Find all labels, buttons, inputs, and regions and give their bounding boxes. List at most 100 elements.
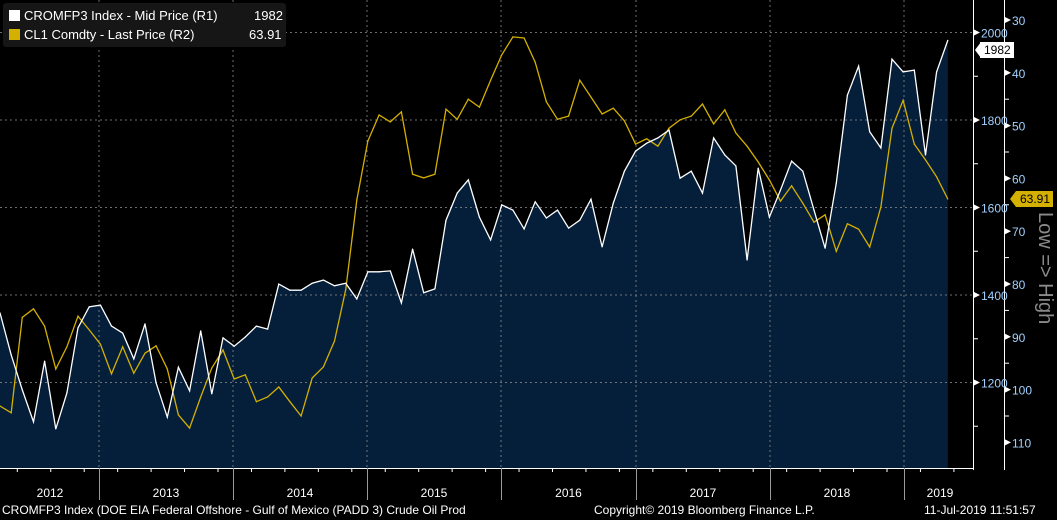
- data-point-cl1: [21, 316, 23, 318]
- tick-label-r2: 70: [1012, 225, 1026, 239]
- data-point-cromfp3: [813, 209, 815, 211]
- data-point-cl1: [356, 199, 358, 201]
- tick-label-r1: 1200: [981, 377, 1008, 391]
- tick-label-r2: 60: [1012, 172, 1026, 186]
- data-point-cl1: [467, 98, 469, 100]
- data-point-cl1: [824, 214, 826, 216]
- data-point-cromfp3: [110, 325, 113, 327]
- tick-marker-r1: [974, 204, 980, 211]
- data-point-cl1: [166, 368, 168, 370]
- data-point-cl1: [222, 349, 224, 351]
- data-point-cromfp3: [55, 428, 57, 430]
- data-point-cromfp3: [601, 246, 603, 248]
- data-point-cromfp3: [434, 288, 436, 290]
- data-point-cl1: [880, 206, 882, 208]
- data-point-cromfp3: [44, 360, 46, 362]
- data-point-cromfp3: [478, 216, 481, 218]
- data-point-cl1: [244, 374, 246, 376]
- legend: CROMFP3 Index - Mid Price (R1) 1982 CL1 …: [3, 3, 286, 47]
- data-point-cl1: [846, 223, 849, 225]
- data-point-cromfp3: [278, 283, 280, 285]
- data-point-cromfp3: [612, 202, 614, 204]
- data-point-cromfp3: [490, 239, 492, 241]
- data-point-cromfp3: [545, 217, 547, 219]
- data-point-cromfp3: [211, 393, 213, 395]
- data-point-cl1: [802, 202, 804, 204]
- data-point-cl1: [44, 325, 46, 327]
- data-point-cromfp3: [345, 282, 347, 284]
- tick-label-r2: 40: [1012, 67, 1026, 81]
- data-point-cromfp3: [724, 154, 726, 156]
- data-point-cromfp3: [133, 358, 135, 360]
- data-point-cl1: [623, 120, 626, 122]
- data-point-cl1: [144, 352, 146, 354]
- data-point-cromfp3: [623, 170, 626, 172]
- data-point-cl1: [445, 108, 447, 110]
- data-point-cl1: [869, 246, 871, 248]
- tick-marker-r1: [974, 117, 980, 123]
- data-point-cl1: [490, 79, 492, 81]
- data-point-cromfp3: [735, 165, 737, 167]
- tick-label-r1: 2000: [981, 27, 1008, 41]
- data-point-cl1: [110, 373, 113, 375]
- data-point-cl1: [757, 161, 759, 163]
- data-point-cromfp3: [835, 182, 837, 184]
- data-point-cl1: [423, 177, 425, 179]
- footer-description: CROMFP3 Index (DOE EIA Federal Offshore …: [2, 503, 466, 517]
- data-point-cl1: [10, 412, 12, 414]
- data-point-cromfp3: [356, 298, 358, 300]
- tick-marker-r1: [974, 29, 980, 36]
- data-point-cromfp3: [311, 282, 313, 284]
- data-point-cromfp3: [657, 137, 659, 139]
- data-point-cromfp3: [233, 345, 235, 347]
- data-point-cl1: [601, 113, 603, 115]
- footer-timestamp: 11-Jul-2019 11:51:57: [924, 503, 1036, 517]
- data-point-cl1: [690, 115, 692, 117]
- data-point-cl1: [300, 415, 302, 417]
- data-point-cromfp3: [913, 69, 915, 71]
- tag-pointer-r1: [975, 42, 981, 58]
- data-point-cl1: [512, 36, 514, 38]
- data-point-cromfp3: [534, 201, 536, 203]
- data-point-cl1: [66, 346, 68, 348]
- area-fill-cromfp3: [0, 40, 948, 469]
- tick-label-x: 2012: [37, 486, 64, 500]
- data-point-cromfp3: [456, 192, 458, 194]
- tick-marker-r2: [1005, 386, 1011, 393]
- data-point-cromfp3: [467, 179, 469, 181]
- data-point-cromfp3: [155, 382, 157, 384]
- data-point-cromfp3: [255, 325, 258, 327]
- data-point-cromfp3: [579, 219, 581, 221]
- tag-pointer-r2: [1010, 191, 1016, 207]
- data-point-cl1: [813, 221, 815, 223]
- data-point-cl1: [612, 107, 614, 109]
- data-point-cl1: [924, 159, 927, 161]
- data-point-cl1: [311, 377, 313, 379]
- legend-label: CROMFP3 Index - Mid Price (R1): [24, 8, 218, 23]
- data-point-cl1: [133, 372, 135, 374]
- tick-marker-r1: [974, 379, 980, 386]
- data-point-cl1: [177, 414, 179, 416]
- data-point-cromfp3: [445, 219, 447, 221]
- tick-label-x: 2019: [927, 486, 954, 500]
- data-point-cl1: [411, 173, 414, 175]
- data-point-cromfp3: [523, 228, 525, 230]
- tick-marker-r2: [1005, 122, 1011, 129]
- data-point-cl1: [791, 185, 793, 187]
- tick-label-x: 2013: [153, 486, 180, 500]
- data-point-cromfp3: [646, 142, 648, 144]
- tick-label-r2: 100: [1012, 384, 1032, 398]
- data-point-cromfp3: [21, 389, 23, 391]
- tick-marker-r2: [1005, 175, 1011, 182]
- data-point-cromfp3: [411, 248, 414, 250]
- data-point-cl1: [155, 345, 157, 347]
- data-point-cromfp3: [902, 71, 904, 73]
- data-point-cl1: [211, 367, 213, 369]
- tick-marker-r2: [1005, 281, 1011, 287]
- footer-copyright: Copyright© 2019 Bloomberg Finance L.P.: [594, 503, 815, 517]
- data-point-cl1: [891, 127, 893, 129]
- legend-swatch-white: [9, 10, 20, 21]
- data-point-cromfp3: [690, 170, 692, 172]
- data-point-cromfp3: [367, 271, 369, 273]
